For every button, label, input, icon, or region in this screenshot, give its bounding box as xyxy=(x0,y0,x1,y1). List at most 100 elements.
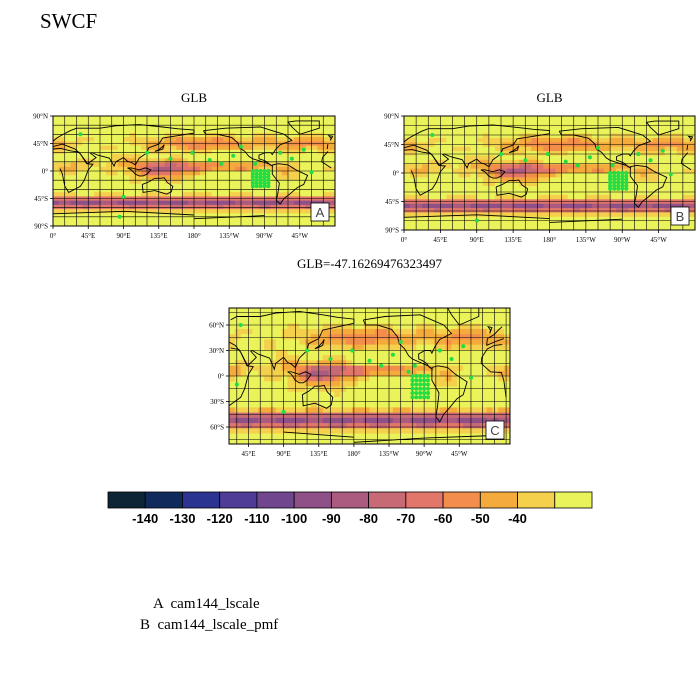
field-cell xyxy=(217,213,224,219)
field-cell xyxy=(105,145,113,151)
field-cell xyxy=(328,396,335,403)
field-cell xyxy=(439,318,447,325)
field-cell xyxy=(640,181,648,187)
field-cell xyxy=(82,221,89,226)
significance-dot xyxy=(309,170,314,175)
field-cell xyxy=(70,171,78,176)
field-cell xyxy=(323,137,330,142)
field-cell xyxy=(422,155,429,161)
field-cell xyxy=(82,120,89,126)
significance-dot xyxy=(254,172,259,177)
field-cell xyxy=(494,168,502,174)
field-cell xyxy=(422,203,429,209)
field-cell xyxy=(501,212,508,218)
field-cell xyxy=(463,402,470,408)
field-cell xyxy=(688,137,695,143)
field-cell xyxy=(123,154,130,159)
field-cell xyxy=(480,370,488,377)
field-cell xyxy=(682,181,690,187)
field-cell xyxy=(229,376,236,382)
field-cell xyxy=(463,370,470,377)
field-cell xyxy=(387,423,394,429)
field-cell xyxy=(463,386,470,393)
field-cell xyxy=(439,308,447,314)
field-cell xyxy=(664,159,672,165)
field-cell xyxy=(381,349,388,356)
field-cell xyxy=(670,194,678,200)
field-cell xyxy=(543,129,551,135)
field-cell xyxy=(387,433,394,440)
field-cell xyxy=(229,438,236,444)
field-cell xyxy=(363,318,371,325)
field-cell xyxy=(543,159,551,165)
field-cell xyxy=(129,200,136,206)
field-cell xyxy=(676,151,684,157)
field-cell xyxy=(246,308,254,314)
field-cell xyxy=(458,181,466,187)
field-cell xyxy=(82,116,89,121)
colorbar-swatch xyxy=(256,491,295,509)
field-cell xyxy=(507,194,514,200)
field-cell xyxy=(264,381,271,388)
field-cell xyxy=(299,124,307,130)
field-cell xyxy=(351,339,359,346)
significance-dot xyxy=(422,382,427,387)
field-cell xyxy=(445,381,453,388)
field-cell xyxy=(387,386,394,393)
field-cell xyxy=(375,370,382,377)
field-cell xyxy=(269,386,277,393)
field-cell xyxy=(235,179,242,185)
field-cell xyxy=(270,166,277,172)
field-cell xyxy=(369,417,376,424)
field-cell xyxy=(398,328,406,335)
field-cell xyxy=(676,129,684,135)
colorbar-label: -40 xyxy=(508,511,527,526)
field-cell xyxy=(269,417,277,424)
field-cell xyxy=(70,132,78,138)
field-cell xyxy=(392,355,400,361)
field-cell xyxy=(164,221,172,226)
significance-dot xyxy=(414,395,419,400)
field-cell xyxy=(416,212,423,218)
field-cell xyxy=(573,159,581,165)
field-cell xyxy=(229,116,236,121)
field-cell xyxy=(513,168,520,174)
field-cell xyxy=(519,151,526,157)
field-cell xyxy=(317,120,324,126)
field-cell xyxy=(264,407,271,414)
field-cell xyxy=(94,166,101,172)
field-cell xyxy=(585,168,593,174)
field-cell xyxy=(340,328,347,335)
field-cell xyxy=(287,339,294,346)
field-cell xyxy=(634,159,642,165)
field-cell xyxy=(211,149,219,155)
field-cell xyxy=(513,216,520,222)
field-cell xyxy=(486,323,494,330)
significance-dot xyxy=(78,132,83,137)
field-cell xyxy=(579,212,587,218)
field-cell xyxy=(334,381,341,388)
field-cell xyxy=(147,179,154,185)
field-cell xyxy=(404,313,412,320)
field-cell xyxy=(94,204,101,210)
field-cell xyxy=(346,391,353,398)
field-cell xyxy=(217,187,224,193)
field-cell xyxy=(53,217,60,223)
field-cell xyxy=(469,365,476,372)
field-cell xyxy=(135,187,142,193)
field-cell xyxy=(322,328,330,335)
field-cell xyxy=(281,334,289,340)
field-cell xyxy=(474,438,482,444)
significance-dot xyxy=(620,171,625,175)
field-cell xyxy=(64,171,72,176)
field-cell xyxy=(53,200,60,206)
field-cell xyxy=(446,186,454,192)
field-cell xyxy=(469,438,476,444)
field-cell xyxy=(276,116,283,121)
field-cell xyxy=(170,137,177,142)
field-cell xyxy=(463,423,470,429)
field-cell xyxy=(205,187,213,193)
field-cell xyxy=(464,208,472,214)
field-cell xyxy=(269,438,277,444)
